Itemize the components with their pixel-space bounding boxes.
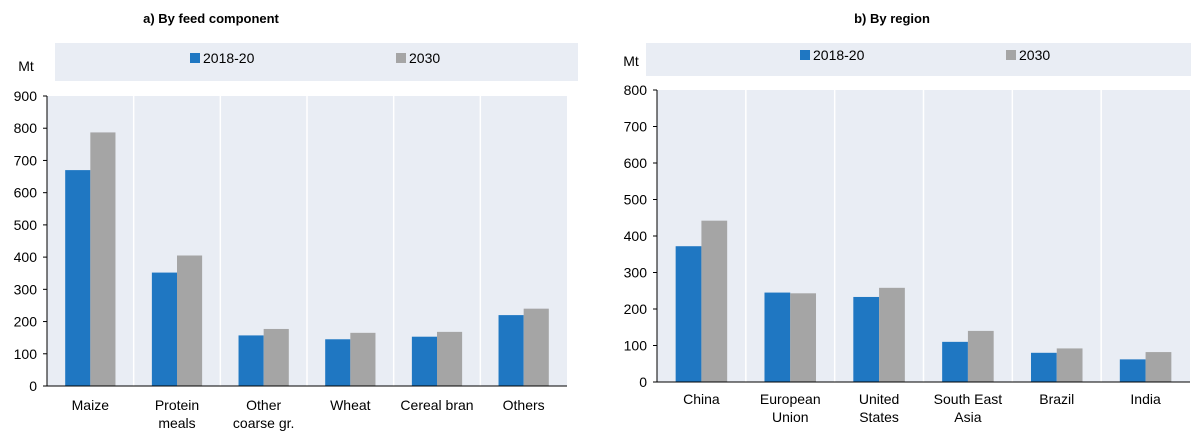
bar-2 xyxy=(437,331,463,386)
y-tick-label: 100 xyxy=(14,346,38,362)
y-axis-unit: Mt xyxy=(18,58,34,74)
legend-label-1: 2018-20 xyxy=(203,50,255,66)
legend-swatch-2 xyxy=(396,53,406,63)
bar-2 xyxy=(1145,352,1172,382)
bar-2 xyxy=(967,330,994,382)
x-tick-label: Brazil xyxy=(1039,391,1074,407)
bar-2 xyxy=(177,255,203,386)
y-tick-label: 500 xyxy=(14,217,38,233)
y-axis-unit: Mt xyxy=(623,53,639,69)
bar-1 xyxy=(238,335,264,386)
x-tick-label-line: Cereal bran xyxy=(400,397,473,413)
bar-2 xyxy=(1056,348,1083,382)
x-tick-label: Protein meals xyxy=(155,397,199,431)
legend-swatch-1 xyxy=(800,50,810,60)
bar-1 xyxy=(764,292,791,382)
bar-1 xyxy=(498,315,524,386)
y-tick-label: 900 xyxy=(14,88,38,104)
bar-2 xyxy=(701,220,728,382)
bar-1 xyxy=(1030,352,1057,382)
y-tick-label: 0 xyxy=(29,378,37,394)
bar-2 xyxy=(263,328,289,386)
y-tick-label: 800 xyxy=(624,82,648,98)
legend-label-1: 2018-20 xyxy=(813,47,865,63)
bar-1 xyxy=(942,341,968,382)
chart-title: b) By region xyxy=(854,11,930,26)
y-tick-label: 200 xyxy=(14,314,38,330)
x-tick-label-line: Wheat xyxy=(330,397,371,413)
y-tick-label: 200 xyxy=(624,301,648,317)
x-tick-label-line: Others xyxy=(503,397,545,413)
x-tick-label: China xyxy=(683,391,720,407)
bar-2 xyxy=(790,293,817,382)
x-tick-label-line: India xyxy=(1130,391,1161,407)
bar-1 xyxy=(675,246,702,382)
x-tick-label-line: Asia xyxy=(954,409,981,425)
chart-title: a) By feed component xyxy=(143,11,279,26)
bar-1 xyxy=(1119,359,1146,382)
y-tick-label: 400 xyxy=(624,228,648,244)
y-tick-label: 800 xyxy=(14,120,38,136)
bar-1 xyxy=(853,296,880,382)
y-tick-label: 400 xyxy=(14,249,38,265)
bar-2 xyxy=(879,287,905,382)
x-tick-label: India xyxy=(1130,391,1161,407)
legend-band xyxy=(646,43,1191,76)
x-tick-label-line: meals xyxy=(158,415,195,431)
bar-1 xyxy=(325,339,351,386)
x-tick-label: Other coarse gr. xyxy=(233,397,294,431)
bar-2 xyxy=(90,132,116,386)
legend-swatch-2 xyxy=(1006,50,1016,60)
x-tick-label-line: Other xyxy=(246,397,281,413)
y-tick-label: 500 xyxy=(624,192,648,208)
x-tick-label-line: Maize xyxy=(72,397,110,413)
y-tick-label: 100 xyxy=(624,338,648,354)
x-tick-label-line: European xyxy=(760,391,821,407)
bar-1 xyxy=(65,170,91,386)
legend-swatch-1 xyxy=(190,53,200,63)
x-tick-label: United States xyxy=(859,391,899,425)
x-tick-label-line: States xyxy=(859,409,899,425)
x-tick-label-line: South East xyxy=(934,391,1003,407)
bar-2 xyxy=(350,332,376,386)
legend-label-2: 2030 xyxy=(1019,47,1050,63)
x-tick-label: Wheat xyxy=(330,397,371,413)
y-tick-label: 600 xyxy=(14,185,38,201)
x-tick-label: European Union xyxy=(760,391,821,425)
bar-1 xyxy=(411,336,437,386)
y-tick-label: 0 xyxy=(639,374,647,390)
chart-panel-2: b) By region Mt 2018-20 2030 0 100 200 300 400 50… xyxy=(623,11,1191,425)
legend-label-2: 2030 xyxy=(409,50,440,66)
x-tick-label: Cereal bran xyxy=(400,397,473,413)
x-tick-label-line: Union xyxy=(772,409,809,425)
x-tick-label-line: United xyxy=(859,391,899,407)
y-tick-label: 300 xyxy=(14,281,38,297)
y-tick-label: 600 xyxy=(624,155,648,171)
bar-2 xyxy=(523,308,549,386)
y-tick-label: 700 xyxy=(624,119,648,135)
y-tick-label: 700 xyxy=(14,152,38,168)
x-tick-label-line: Brazil xyxy=(1039,391,1074,407)
legend-band xyxy=(55,43,578,81)
x-tick-label-line: China xyxy=(683,391,720,407)
x-tick-label: Others xyxy=(503,397,545,413)
y-tick-label: 300 xyxy=(624,265,648,281)
x-tick-label: Maize xyxy=(72,397,110,413)
x-tick-label-line: Protein xyxy=(155,397,199,413)
bar-1 xyxy=(151,272,177,386)
chart-panel-1: a) By feed component Mt 2018-20 2030 0 100 200… xyxy=(14,11,578,431)
x-tick-label: South East Asia xyxy=(934,391,1003,425)
x-tick-label-line: coarse gr. xyxy=(233,415,294,431)
